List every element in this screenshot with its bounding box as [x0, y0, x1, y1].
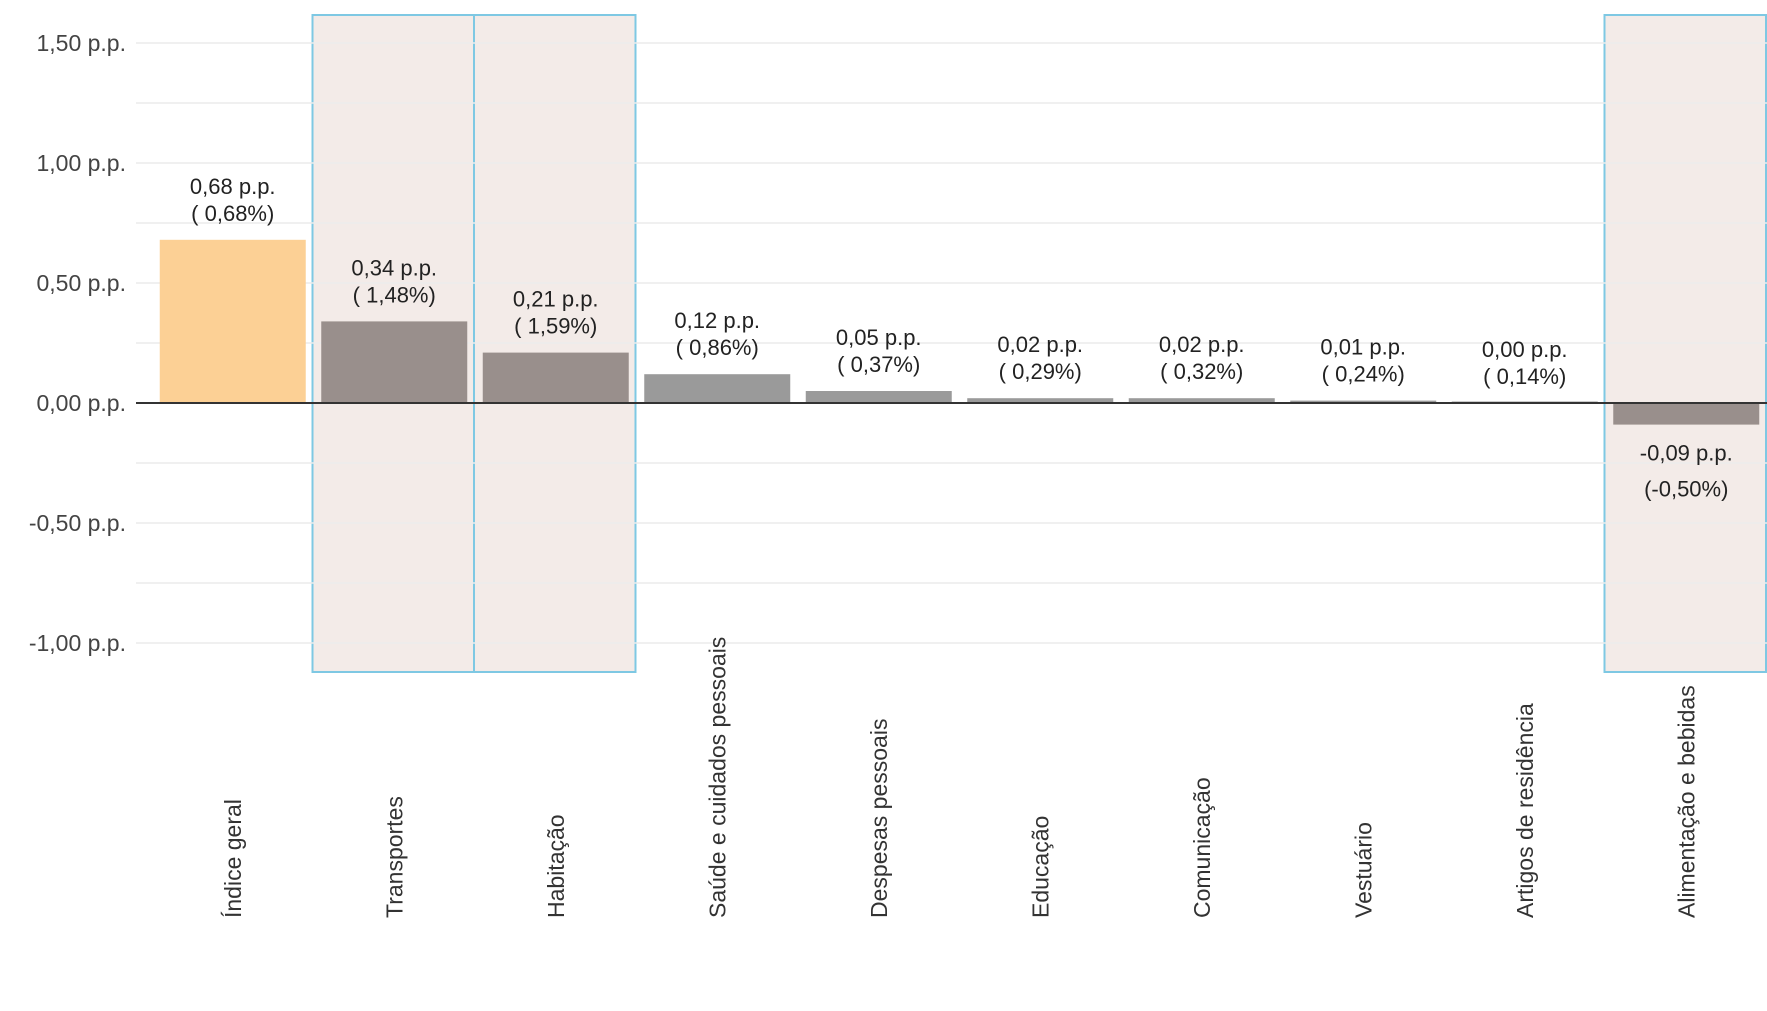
x-category-label-indice-geral: Índice geral [220, 799, 246, 918]
xcat-layer: Índice geral Transportes Habitação Saúde e … [220, 637, 1700, 918]
data-label-value-saude-e-cuidados-pessoais: 0,12 p.p. [674, 308, 760, 333]
x-category-label-despesas-pessoais: Despesas pessoais [866, 719, 892, 918]
y-tick-label: -1,00 p.p. [29, 630, 126, 656]
data-label-value-indice-geral: 0,68 p.p. [190, 174, 276, 199]
y-tick-label: 1,50 p.p. [36, 30, 126, 56]
y-tick-label: -0,50 p.p. [29, 510, 126, 536]
data-label-percent-despesas-pessoais: ( 0,37%) [837, 352, 920, 377]
data-label-value-despesas-pessoais: 0,05 p.p. [836, 325, 922, 350]
y-tick-label: 1,00 p.p. [36, 150, 126, 176]
data-label-percent-habitacao: ( 1,59%) [514, 314, 597, 339]
y-tick-label: 0,50 p.p. [36, 270, 126, 296]
data-label-percent-saude-e-cuidados-pessoais: ( 0,86%) [676, 335, 759, 360]
data-label-percent-educacao: ( 0,29%) [999, 359, 1082, 384]
label-layer: 0,68 p.p.( 0,68%) 0,34 p.p.( 1,48%) 0,21 p… [190, 174, 1733, 502]
data-label-value-artigos-de-residencia: 0,00 p.p. [1482, 337, 1568, 362]
data-label-percent-vestuario: ( 0,24%) [1322, 362, 1405, 387]
bar-habitacao [482, 352, 629, 403]
bar-comunicacao [1128, 398, 1275, 403]
x-category-label-alimentacao-e-bebidas: Alimentação e bebidas [1673, 685, 1699, 918]
bar-transportes [321, 321, 468, 403]
x-category-label-vestuario: Vestuário [1350, 822, 1376, 918]
ytick-layer: 1,50 p.p. 1,00 p.p. 0,50 p.p. 0,00 p.p. -0,5… [29, 30, 126, 656]
data-label-percent-alimentacao-e-bebidas: (-0,50%) [1644, 477, 1728, 502]
x-category-label-educacao: Educação [1027, 816, 1053, 918]
data-label-value-comunicacao: 0,02 p.p. [1159, 332, 1245, 357]
x-category-label-saude-e-cuidados-pessoais: Saúde e cuidados pessoais [704, 637, 730, 918]
x-category-label-transportes: Transportes [381, 796, 407, 918]
data-label-value-habitacao: 0,21 p.p. [513, 287, 599, 312]
bar-alimentacao-e-bebidas [1613, 403, 1760, 425]
bar-saude-e-cuidados-pessoais [644, 374, 791, 403]
x-category-label-habitacao: Habitação [543, 814, 569, 918]
data-label-percent-comunicacao: ( 0,32%) [1160, 359, 1243, 384]
y-tick-label: 0,00 p.p. [36, 390, 126, 416]
bar-indice-geral [159, 239, 306, 403]
data-label-percent-transportes: ( 1,48%) [353, 282, 436, 307]
data-label-value-transportes: 0,34 p.p. [351, 255, 437, 280]
data-label-value-alimentacao-e-bebidas: -0,09 p.p. [1640, 441, 1733, 466]
data-label-percent-indice-geral: ( 0,68%) [191, 201, 274, 226]
data-label-value-vestuario: 0,01 p.p. [1320, 335, 1406, 360]
data-label-value-educacao: 0,02 p.p. [997, 332, 1083, 357]
x-category-label-comunicacao: Comunicação [1189, 777, 1215, 918]
bar-vestuario [1290, 400, 1437, 403]
grid-layer [136, 42, 1767, 644]
x-category-label-artigos-de-residencia: Artigos de residência [1512, 703, 1538, 918]
bar-despesas-pessoais [805, 391, 952, 403]
bar-educacao [967, 398, 1114, 403]
data-label-percent-artigos-de-residencia: ( 0,14%) [1483, 364, 1566, 389]
